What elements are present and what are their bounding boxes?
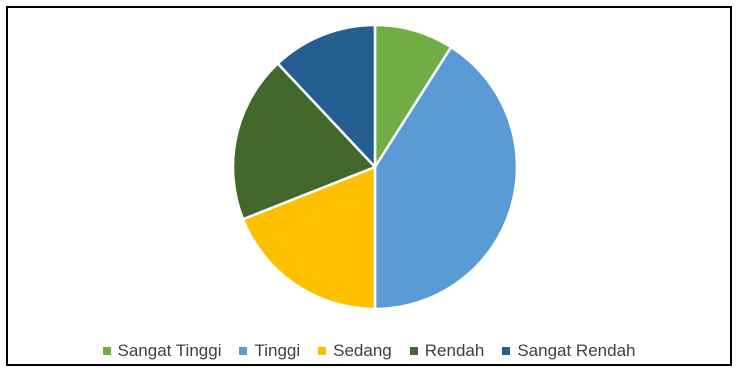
legend-item-rendah: Rendah (409, 341, 485, 361)
legend-label-sangat-rendah: Sangat Rendah (517, 341, 636, 360)
legend-swatch-sangat-tinggi (102, 347, 111, 355)
legend-item-tinggi: Tinggi (239, 341, 300, 361)
legend-item-sedang: Sedang (318, 341, 392, 361)
legend: Sangat Tinggi Tinggi Sedang Rendah Sanga… (8, 341, 730, 361)
legend-swatch-tinggi (239, 347, 248, 355)
legend-label-sangat-tinggi: Sangat Tinggi (117, 341, 222, 360)
pie-slice-sangat-rendah (276, 23, 377, 169)
legend-item-sangat-tinggi: Sangat Tinggi (102, 341, 222, 361)
pie-slice-sedang (241, 165, 377, 311)
pie-slice-tinggi (373, 45, 519, 311)
pie-slice-sangat-tinggi (373, 23, 453, 169)
legend-swatch-rendah (409, 347, 418, 355)
legend-swatch-sangat-rendah (502, 347, 511, 355)
legend-label-rendah: Rendah (424, 341, 485, 360)
legend-label-sedang: Sedang (333, 341, 392, 360)
chart-area: Sangat Tinggi Tinggi Sedang Rendah Sanga… (6, 6, 732, 366)
legend-label-tinggi: Tinggi (254, 341, 301, 360)
pie-chart (231, 23, 519, 311)
legend-swatch-sedang (318, 347, 327, 355)
pie-slice-rendah (231, 62, 377, 221)
legend-item-sangat-rendah: Sangat Rendah (502, 341, 635, 361)
